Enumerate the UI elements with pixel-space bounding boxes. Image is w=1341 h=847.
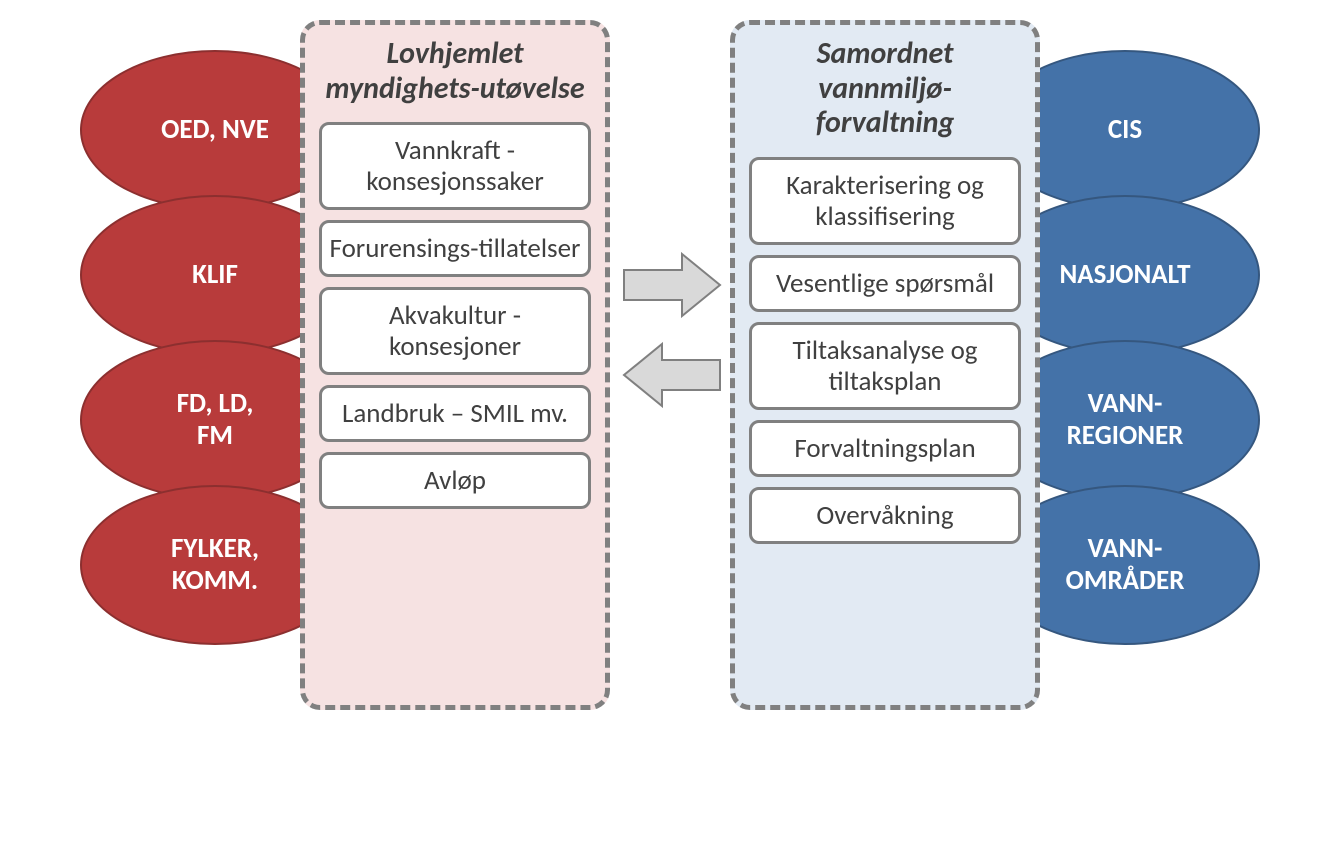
right-ellipse-label: NASJONALT — [1060, 259, 1191, 291]
left-panel-title: Lovhjemlet myndighets-utøvelse — [319, 37, 591, 106]
right-panel: Samordnet vannmiljø-forvaltning Karakter… — [730, 20, 1040, 710]
arrow-right-icon — [622, 250, 722, 320]
right-item-3: Forvaltningsplan — [749, 420, 1021, 477]
right-item-2: Tiltaksanalyse og tiltaksplan — [749, 322, 1021, 410]
left-item-4: Avløp — [319, 452, 591, 509]
right-item-4: Overvåkning — [749, 487, 1021, 544]
right-panel-title: Samordnet vannmiljø-forvaltning — [749, 37, 1021, 141]
left-ellipse-label: KLIF — [192, 259, 238, 291]
right-ellipse-label: CIS — [1108, 114, 1142, 146]
left-panel: Lovhjemlet myndighets-utøvelse Vannkraft… — [300, 20, 610, 710]
left-item-1: Forurensings-tillatelser — [319, 220, 591, 277]
left-item-2: Akvakultur - konsesjoner — [319, 287, 591, 375]
governance-diagram: OED, NVE KLIF FD, LD,FM FYLKER,KOMM. CIS… — [0, 0, 1341, 847]
right-ellipse-label: VANN-OMRÅDER — [1066, 533, 1185, 598]
arrow-left-icon — [622, 340, 722, 410]
left-ellipse-label: OED, NVE — [161, 114, 269, 146]
right-ellipse-label: VANN-REGIONER — [1067, 388, 1184, 453]
left-item-3: Landbruk – SMIL mv. — [319, 385, 591, 442]
right-item-0: Karakterisering og klassifisering — [749, 157, 1021, 245]
left-ellipse-label: FYLKER,KOMM. — [171, 533, 259, 598]
right-item-1: Vesentlige spørsmål — [749, 255, 1021, 312]
left-item-0: Vannkraft - konsesjonssaker — [319, 122, 591, 210]
left-ellipse-label: FD, LD,FM — [177, 388, 254, 453]
